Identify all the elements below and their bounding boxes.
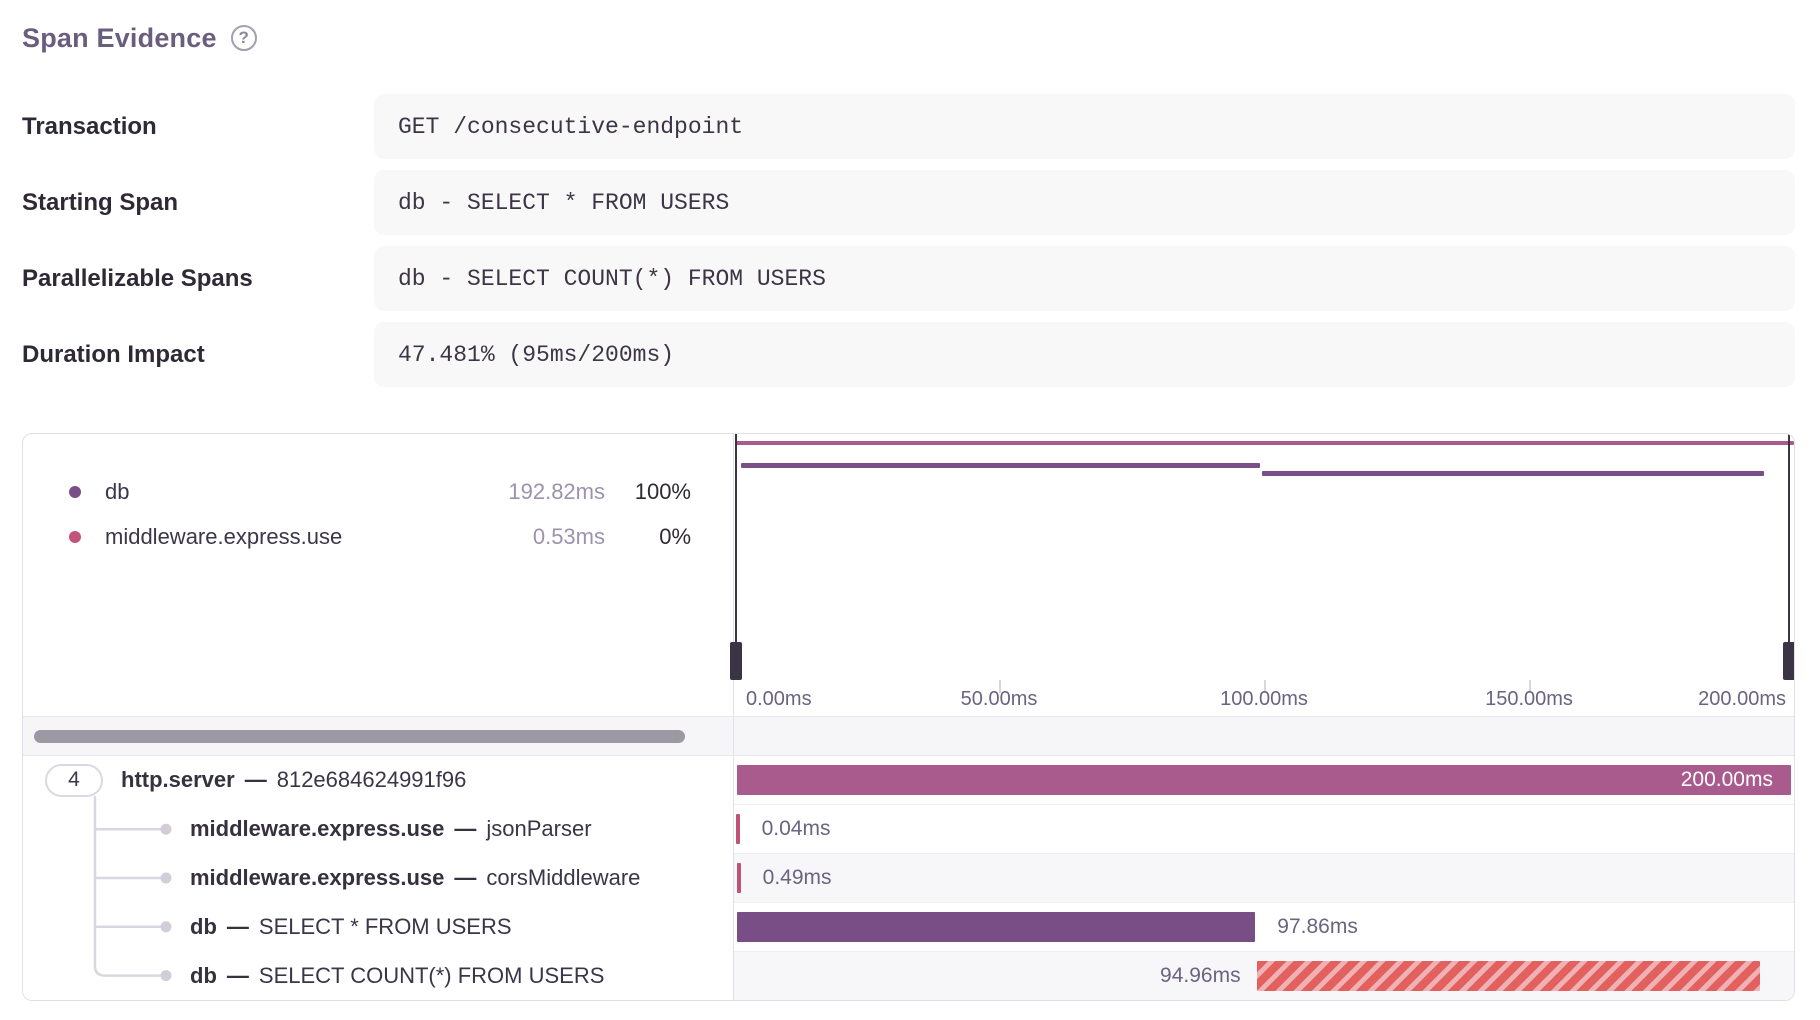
axis-label: 100.00ms xyxy=(1220,688,1308,710)
evidence-row-starting-span: Starting Span db - SELECT * FROM USERS xyxy=(22,170,1795,235)
scrollbar-thumb[interactable] xyxy=(34,730,685,743)
axis-label: 200.00ms xyxy=(1698,688,1786,710)
span-bar-row-http-server[interactable]: 200.00ms xyxy=(734,756,1794,805)
minimap-right-edge xyxy=(1788,434,1790,680)
minimap-span-db-count xyxy=(1261,471,1765,476)
axis-tick xyxy=(1529,680,1531,693)
time-axis: 0.00ms 50.00ms 100.00ms 150.00ms 200.00m… xyxy=(734,680,1794,716)
span-count-badge[interactable]: 4 xyxy=(45,763,103,797)
legend-item-db[interactable]: db 192.82ms 100% xyxy=(69,474,691,510)
separator: — xyxy=(454,864,477,890)
span-bar-row-jsonparser[interactable]: 0.04ms xyxy=(734,805,1794,854)
minimap[interactable] xyxy=(730,434,1794,680)
evidence-label: Transaction xyxy=(22,112,157,140)
separator: — xyxy=(454,816,477,842)
section-header: Span Evidence ? xyxy=(22,22,1795,54)
db-count-bar[interactable] xyxy=(1256,961,1760,991)
legend-percent: 100% xyxy=(634,479,691,504)
span-bar-row-db-select[interactable]: 97.86ms xyxy=(734,903,1794,952)
span-op: middleware.express.use xyxy=(190,864,445,890)
minimap-span-db-select xyxy=(740,463,1260,468)
evidence-label: Duration Impact xyxy=(22,340,205,368)
trace-viewer-panel: db 192.82ms 100% middleware.express.use … xyxy=(22,433,1795,1001)
evidence-row-transaction: Transaction GET /consecutive-endpoint xyxy=(22,94,1795,159)
evidence-row-duration-impact: Duration Impact 47.481% (95ms/200ms) xyxy=(22,322,1795,387)
legend-dot-middleware xyxy=(69,531,81,543)
span-row-corsmiddleware[interactable]: middleware.express.use — corsMiddleware xyxy=(23,854,733,903)
span-description: SELECT * FROM USERS xyxy=(258,913,512,939)
span-row-jsonparser[interactable]: middleware.express.use — jsonParser xyxy=(23,805,733,854)
evidence-label: Starting Span xyxy=(22,188,179,216)
minimap-span-http-server xyxy=(736,441,1794,445)
evidence-label: Parallelizable Spans xyxy=(22,264,253,292)
span-bars-column: 200.00ms 0.04ms 0.49ms 97.86ms xyxy=(734,756,1794,1000)
legend-panel: db 192.82ms 100% middleware.express.use … xyxy=(23,434,734,716)
span-op: db xyxy=(190,962,217,988)
span-description: 812e684624991f96 xyxy=(276,767,467,793)
span-bar-row-corsmiddleware[interactable]: 0.49ms xyxy=(734,854,1794,903)
page-title: Span Evidence xyxy=(22,22,217,53)
db-select-bar[interactable] xyxy=(736,912,1256,942)
separator: — xyxy=(244,767,267,793)
minimap-left-handle[interactable] xyxy=(730,642,742,680)
bar-duration-label: 97.86ms xyxy=(1277,915,1358,938)
evidence-row-parallelizable-spans: Parallelizable Spans db - SELECT COUNT(*… xyxy=(22,246,1795,311)
legend-duration: 192.82ms xyxy=(508,479,605,504)
span-op: middleware.express.use xyxy=(190,816,445,842)
axis-tick xyxy=(1264,680,1266,693)
bar-duration-label: 0.49ms xyxy=(762,866,832,889)
separator: — xyxy=(226,913,249,939)
bar-duration-label: 0.04ms xyxy=(761,817,831,840)
legend-duration: 0.53ms xyxy=(532,524,605,549)
span-description: jsonParser xyxy=(486,816,592,842)
span-op: http.server xyxy=(121,767,235,793)
span-op: db xyxy=(190,913,217,939)
duration-impact-value: 47.481% (95ms/200ms) xyxy=(374,322,1795,387)
transaction-value: GET /consecutive-endpoint xyxy=(374,94,1795,159)
scrollbar-strip-right xyxy=(734,717,1794,755)
span-description: corsMiddleware xyxy=(486,864,641,890)
span-row-db-count[interactable]: db — SELECT COUNT(*) FROM USERS xyxy=(23,951,733,1000)
axis-label: 50.00ms xyxy=(960,688,1038,710)
span-description: SELECT COUNT(*) FROM USERS xyxy=(258,962,605,988)
starting-span-value: db - SELECT * FROM USERS xyxy=(374,170,1795,235)
legend-item-middleware[interactable]: middleware.express.use 0.53ms 0% xyxy=(69,519,691,555)
scrollbar-track[interactable] xyxy=(23,717,734,755)
axis-tick xyxy=(999,680,1001,693)
bar-duration-label: 94.96ms xyxy=(1160,964,1241,987)
scrollbar-strip xyxy=(23,716,1794,756)
help-icon[interactable]: ? xyxy=(230,25,257,51)
legend-name: middleware.express.use xyxy=(105,524,343,549)
separator: — xyxy=(226,962,249,988)
bar-duration-label: 200.00ms xyxy=(1680,768,1773,791)
axis-label: 0.00ms xyxy=(746,688,812,710)
minimap-panel: 0.00ms 50.00ms 100.00ms 150.00ms 200.00m… xyxy=(730,434,1794,716)
jsonparser-bar[interactable] xyxy=(735,814,740,844)
corsmiddleware-bar[interactable] xyxy=(736,863,741,893)
span-bar-row-db-count[interactable]: 94.96ms xyxy=(734,952,1794,1000)
minimap-left-edge xyxy=(735,434,737,680)
evidence-list: Transaction GET /consecutive-endpoint St… xyxy=(22,94,1795,387)
legend-name: db xyxy=(105,479,130,504)
parallelizable-spans-value: db - SELECT COUNT(*) FROM USERS xyxy=(374,246,1795,311)
span-row-db-select[interactable]: db — SELECT * FROM USERS xyxy=(23,902,733,951)
legend-percent: 0% xyxy=(659,524,691,549)
axis-label: 150.00ms xyxy=(1485,688,1573,710)
span-row-http-server[interactable]: 4 http.server — 812e684624991f96 xyxy=(23,756,733,805)
legend-dot-db xyxy=(69,486,81,498)
span-names-column: 4 http.server — 812e684624991f96 middlew… xyxy=(23,756,734,1000)
http-server-bar[interactable]: 200.00ms xyxy=(737,765,1791,795)
minimap-right-handle[interactable] xyxy=(1783,642,1794,680)
